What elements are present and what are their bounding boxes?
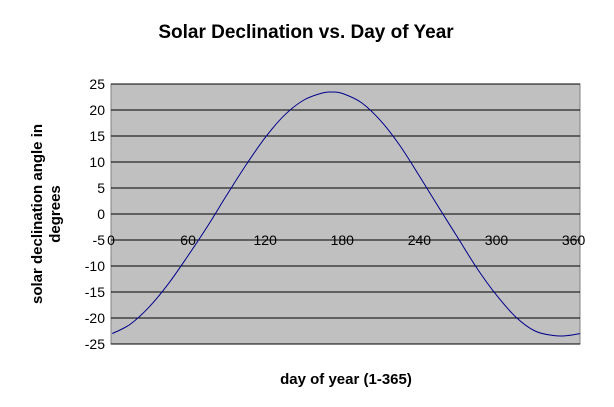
x-tick-label: 300 [485, 232, 509, 248]
x-tick-label: 60 [180, 232, 196, 248]
y-tick-label: 25 [89, 76, 105, 92]
y-axis-title-line-2: degrees [47, 185, 64, 243]
x-axis-ticks: 0 60 120 180 240 300 360 [107, 232, 585, 248]
y-tick-label: 15 [89, 128, 105, 144]
x-tick-label: 120 [254, 232, 278, 248]
y-tick-label: -20 [85, 310, 105, 326]
y-tick-label: -10 [85, 258, 105, 274]
y-tick-label: 0 [97, 206, 105, 222]
y-tick-label: -25 [85, 336, 105, 352]
y-axis-ticks: 25 20 15 10 5 0 -5 -10 -15 -20 -25 [85, 76, 105, 352]
x-tick-label: 360 [562, 232, 586, 248]
gridlines [111, 83, 580, 345]
x-tick-label: 240 [408, 232, 432, 248]
series-line [112, 91, 581, 337]
y-axis-title-line-1: solar declination angle in [29, 124, 46, 304]
x-axis-title: day of year (1-365) [280, 371, 412, 388]
y-tick-label: -15 [85, 284, 105, 300]
chart-title: Solar Declination vs. Day of Year [158, 22, 454, 43]
y-tick-label: 10 [89, 154, 105, 170]
y-axis-title: solar declination angle in degrees [29, 124, 64, 304]
x-tick-label: 180 [331, 232, 355, 248]
y-tick-label: 20 [89, 102, 105, 118]
y-tick-label: 5 [97, 180, 105, 196]
x-tick-label: 0 [107, 232, 115, 248]
y-tick-label: -5 [93, 232, 106, 248]
